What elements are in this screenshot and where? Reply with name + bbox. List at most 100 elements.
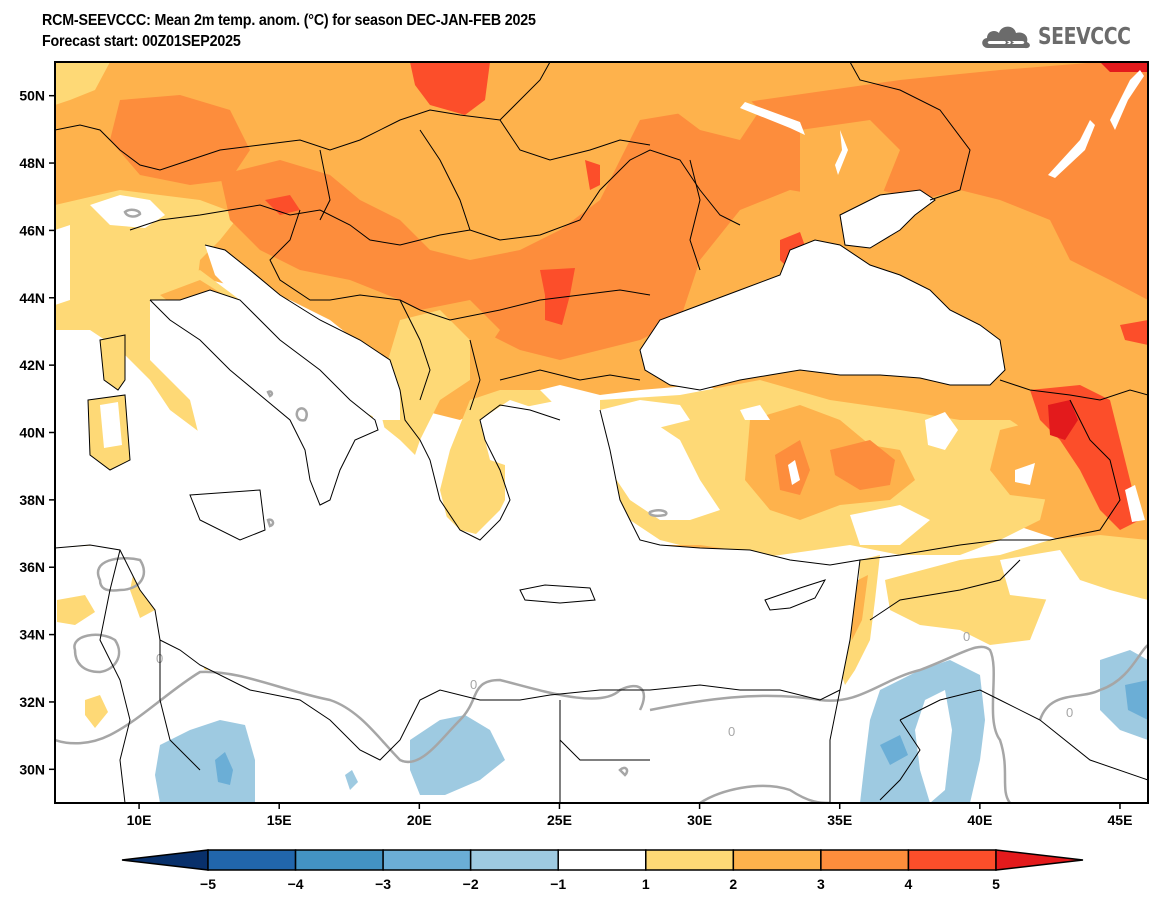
country-border — [1000, 399, 1121, 541]
anomaly-fill-neg3toneg2 — [880, 735, 908, 765]
sea-of-azov — [840, 190, 935, 248]
colorbar-bin — [382, 849, 472, 871]
anomaly-fill-4to5 — [585, 160, 600, 190]
contour-label: 0 — [470, 677, 477, 692]
colorbar: −5 −4 −3 −2 −1 1 2 3 4 5 — [121, 849, 1084, 892]
adriatic-sea — [205, 245, 400, 420]
country-border — [899, 689, 1148, 781]
contour-label: 0 — [963, 629, 970, 644]
lat-tick-label: 36N — [19, 559, 45, 575]
lat-tick-label: 46N — [19, 222, 45, 238]
coastline — [519, 584, 596, 604]
colorbar-upper-extend — [995, 849, 1084, 871]
contour-label: 0 — [728, 724, 735, 739]
contour-label: 0 — [1066, 705, 1073, 720]
lat-tick-label: 34N — [19, 627, 45, 643]
anomaly-field — [55, 62, 1148, 803]
country-border — [829, 689, 841, 803]
country-border — [879, 719, 921, 801]
anomaly-fill-4to5 — [540, 268, 575, 325]
map-title: RCM-SEEVCCC: Mean 2m temp. anom. (°C) fo… — [42, 12, 536, 29]
lat-tick-label: 30N — [19, 761, 45, 777]
lon-tick-label: 45E — [1108, 812, 1133, 828]
country-border — [469, 339, 481, 411]
lon-tick-label: 20E — [407, 812, 432, 828]
borders — [55, 62, 1148, 803]
country-border — [499, 369, 641, 381]
colorbar-label: −3 — [375, 876, 391, 892]
country-border — [689, 159, 701, 271]
lat-tick-label: 32N — [19, 694, 45, 710]
country-border — [399, 299, 431, 401]
lon-tick-label: 15E — [267, 812, 292, 828]
colorbar-label: −2 — [463, 876, 479, 892]
country-border — [419, 129, 471, 231]
colorbar-label: −5 — [200, 876, 216, 892]
anomaly-fill-neg2toneg1 — [410, 715, 505, 795]
colorbar-label: −1 — [550, 876, 566, 892]
anomaly-fill-2to3 — [990, 420, 1060, 500]
colorbar-bin — [469, 849, 559, 871]
country-border — [319, 149, 331, 221]
lat-tick-label: 44N — [19, 290, 45, 306]
country-border — [559, 700, 650, 761]
coastline — [87, 394, 131, 471]
colorbar-bin — [557, 849, 647, 871]
coastline — [149, 289, 379, 506]
anomaly-fill-4to5 — [410, 62, 490, 115]
mediterranean-sea — [55, 290, 860, 760]
anomaly-fill-3to4 — [110, 95, 250, 185]
anomaly-fill-neg3toneg2 — [215, 752, 233, 785]
colorbar-bin — [820, 849, 910, 871]
black-sea — [640, 240, 1005, 390]
colorbar-lower-extend — [121, 849, 209, 871]
colorbar-label: 5 — [992, 876, 1000, 892]
anomaly-fill-neg3toneg2 — [1125, 680, 1148, 720]
coastline — [764, 579, 827, 611]
lat-tick-label: 40N — [19, 425, 45, 441]
colorbar-bin — [732, 849, 822, 871]
country-border — [869, 559, 1021, 621]
forecast-start: Forecast start: 00Z01SEP2025 — [42, 33, 241, 50]
lat-tick-label: 38N — [19, 492, 45, 508]
lon-tick-label: 25E — [547, 812, 572, 828]
anomaly-fill-1to2 — [85, 695, 108, 728]
anomaly-fill-neg2toneg1 — [345, 770, 358, 790]
anomaly-fill-4to5 — [265, 195, 300, 215]
coastline — [55, 409, 861, 761]
anomaly-fill-1to2 — [57, 595, 95, 625]
lon-tick-label: 35E — [827, 812, 852, 828]
coastline — [204, 244, 561, 541]
anomaly-fill-1to2 — [380, 310, 470, 470]
colorbar-label: −4 — [288, 876, 304, 892]
anomaly-fill-2to3 — [850, 575, 868, 640]
colorbar-label: 3 — [817, 876, 825, 892]
lat-tick-label: 50N — [19, 88, 45, 104]
anomaly-fill-2to3 — [900, 215, 1070, 330]
colorbar-bin — [645, 849, 735, 871]
country-border — [499, 119, 651, 161]
lon-tick-label: 30E — [687, 812, 712, 828]
country-border — [129, 149, 741, 246]
seevccc-logo: SEEVCCC — [978, 22, 1151, 52]
colorbar-bin — [207, 849, 297, 871]
colorbar-label: 4 — [905, 876, 913, 892]
anomaly-fill-4to5 — [1100, 62, 1148, 72]
anomaly-fill-3to4 — [830, 440, 895, 490]
anomaly-fill-4to5 — [1120, 320, 1148, 345]
logo-text: SEEVCCC — [1038, 24, 1131, 50]
anomaly-fill-3to4 — [220, 62, 1148, 360]
country-border — [159, 640, 201, 771]
colorbar-bin — [294, 849, 384, 871]
anomaly-fill-neg2toneg1 — [1100, 650, 1148, 740]
coastline — [99, 334, 126, 391]
colorbar-label: 1 — [642, 876, 650, 892]
lon-tick-label: 10E — [127, 812, 152, 828]
colorbar-bin — [907, 849, 997, 871]
lat-tick-label: 48N — [19, 155, 45, 171]
country-border — [99, 549, 131, 803]
lat-tick-label: 42N — [19, 357, 45, 373]
anomaly-fill-5plus — [1048, 400, 1078, 440]
latitude-axis: 50N 48N 46N 44N 42N 40N 38N 36N 34N 32N 30N — [19, 88, 55, 777]
